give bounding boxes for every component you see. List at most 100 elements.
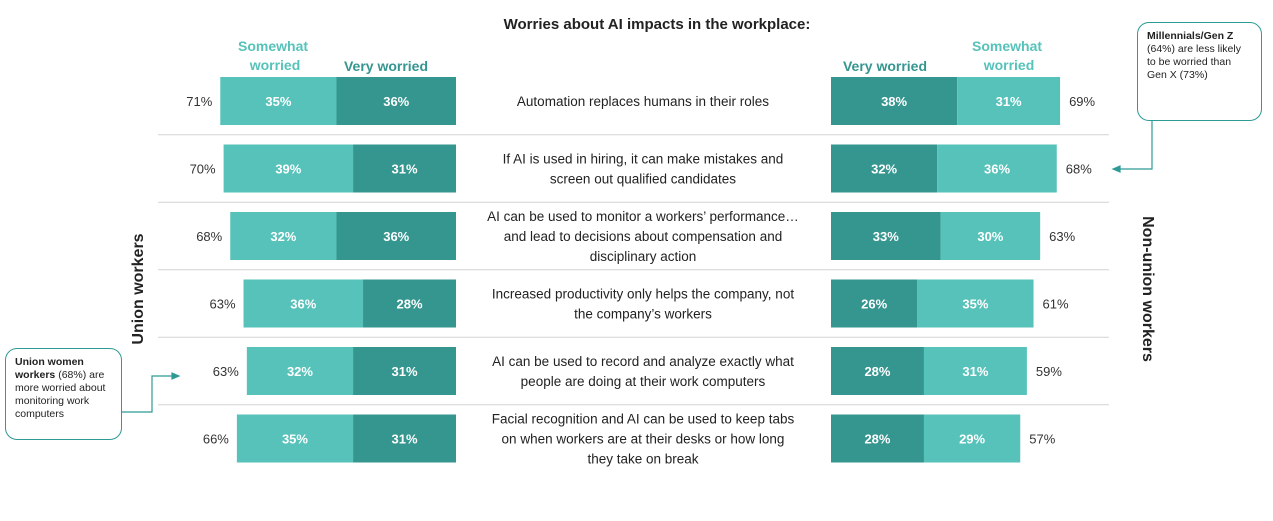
category-label: If AI is used in hiring, it can make mis… xyxy=(503,152,784,187)
nonunion-very-bar xyxy=(831,212,941,260)
nonunion-total-label: 69% xyxy=(1069,94,1095,109)
union-very-bar xyxy=(336,212,456,260)
category-label-line: people are doing at their work computers xyxy=(521,374,766,389)
nonunion-very-bar xyxy=(831,279,918,328)
category-label: AI can be used to record and analyze exa… xyxy=(492,354,794,389)
group-label-left: Union workers xyxy=(130,233,147,344)
union-total-label: 68% xyxy=(196,229,222,244)
category-label-line: they take on break xyxy=(587,452,698,467)
union-very-label: 28% xyxy=(397,297,423,312)
legend-right-somewhat-line-1: Somewhat xyxy=(972,38,1042,54)
union-total-label: 63% xyxy=(213,364,239,379)
nonunion-total-label: 61% xyxy=(1043,297,1069,312)
gen-callout: Millennials/Gen Z (64%) are less likely … xyxy=(1137,22,1262,121)
category-label-line: disciplinary action xyxy=(590,249,697,264)
category-label: Increased productivity only helps the co… xyxy=(492,287,794,322)
union-somewhat-bar xyxy=(236,414,354,463)
union-very-bar xyxy=(353,144,456,193)
nonunion-very-label: 28% xyxy=(864,432,890,447)
gen-callout-text: (64%) are less likely to be worried than… xyxy=(1147,43,1241,81)
category-label-line: Automation replaces humans in their role… xyxy=(517,94,769,109)
nonunion-somewhat-label: 31% xyxy=(962,364,988,379)
union-very-label: 36% xyxy=(383,94,409,109)
nonunion-total-label: 63% xyxy=(1049,229,1075,244)
nonunion-very-label: 38% xyxy=(881,94,907,109)
legend-left-somewhat: Somewhat worried xyxy=(238,38,312,73)
category-label-line: If AI is used in hiring, it can make mis… xyxy=(503,152,784,167)
nonunion-very-label: 26% xyxy=(861,297,887,312)
union-total-label: 66% xyxy=(203,432,229,447)
nonunion-total-label: 57% xyxy=(1029,432,1055,447)
nonunion-very-label: 28% xyxy=(864,364,890,379)
union-very-bar xyxy=(353,414,456,463)
gen-callout-bold: Millennials/Gen Z xyxy=(1147,30,1234,42)
union-somewhat-label: 36% xyxy=(290,297,316,312)
nonunion-somewhat-bar xyxy=(957,77,1061,125)
legend-right-very: Very worried xyxy=(843,58,927,74)
nonunion-very-label: 33% xyxy=(873,229,899,244)
nonunion-somewhat-bar xyxy=(940,212,1041,260)
nonunion-somewhat-bar xyxy=(923,414,1021,463)
nonunion-somewhat-label: 29% xyxy=(959,432,985,447)
union-very-bar xyxy=(353,347,456,395)
category-label-line: AI can be used to monitor a workers’ per… xyxy=(487,209,799,224)
legend-right-somewhat-line-2: worried xyxy=(983,57,1035,73)
union-total-label: 70% xyxy=(190,162,216,177)
union-very-label: 31% xyxy=(392,432,418,447)
union-total-label: 63% xyxy=(209,297,235,312)
chart-rows: 35% 36% 71% 38% 31% 69% Automation replaces hu… xyxy=(158,77,1109,467)
union-very-label: 31% xyxy=(392,162,418,177)
nonunion-very-bar xyxy=(831,347,924,395)
union-women-callout-arrowhead xyxy=(171,372,181,380)
union-very-label: 31% xyxy=(392,364,418,379)
union-somewhat-label: 32% xyxy=(287,364,313,379)
nonunion-somewhat-bar xyxy=(917,279,1034,328)
category-label-line: screen out qualified candidates xyxy=(550,172,736,187)
nonunion-somewhat-label: 36% xyxy=(984,162,1010,177)
category-label: Facial recognition and AI can be used to… xyxy=(492,412,795,467)
legend-left-somewhat-line-1: Somewhat xyxy=(238,38,308,54)
union-somewhat-bar xyxy=(246,347,354,395)
category-label: AI can be used to monitor a workers’ per… xyxy=(487,209,799,264)
union-somewhat-label: 39% xyxy=(275,162,301,177)
union-very-bar xyxy=(363,279,456,328)
nonunion-very-bar xyxy=(831,77,958,125)
union-somewhat-bar xyxy=(243,279,364,328)
legend-right-somewhat: Somewhat worried xyxy=(972,38,1046,73)
chart-title: Worries about AI impacts in the workplac… xyxy=(504,16,811,33)
nonunion-somewhat-bar xyxy=(937,144,1057,193)
category-label-line: AI can be used to record and analyze exa… xyxy=(492,354,794,369)
category-label-line: Increased productivity only helps the co… xyxy=(492,287,794,302)
gen-callout-connector xyxy=(1117,120,1153,170)
nonunion-total-label: 59% xyxy=(1036,364,1062,379)
union-somewhat-label: 35% xyxy=(282,432,308,447)
nonunion-very-bar xyxy=(831,414,924,463)
nonunion-very-label: 32% xyxy=(871,162,897,177)
legend-left-very: Very worried xyxy=(344,58,428,74)
union-very-label: 36% xyxy=(383,229,409,244)
union-women-callout-connector xyxy=(121,375,175,413)
category-label-line: on when workers are at their desks or ho… xyxy=(502,432,785,447)
nonunion-somewhat-bar xyxy=(923,347,1027,395)
union-somewhat-bar xyxy=(223,144,354,193)
nonunion-somewhat-label: 31% xyxy=(996,94,1022,109)
callout-connectors xyxy=(121,120,1153,413)
union-somewhat-label: 35% xyxy=(265,94,291,109)
nonunion-very-bar xyxy=(831,144,938,193)
nonunion-somewhat-label: 35% xyxy=(962,297,988,312)
union-somewhat-label: 32% xyxy=(270,229,296,244)
nonunion-somewhat-label: 30% xyxy=(977,229,1003,244)
legend-left-somewhat-line-2: worried xyxy=(249,57,301,73)
union-total-label: 71% xyxy=(186,94,212,109)
group-label-right: Non-union workers xyxy=(1139,216,1156,362)
category-label-line: Facial recognition and AI can be used to… xyxy=(492,412,795,427)
union-women-callout: Union women workers (68%) are more worri… xyxy=(5,348,122,440)
union-very-bar xyxy=(336,77,456,125)
category-label: Automation replaces humans in their role… xyxy=(517,94,769,109)
union-women-callout-text: (68%) are more worried about monitoring … xyxy=(15,369,106,420)
gen-callout-arrowhead xyxy=(1111,165,1121,173)
nonunion-total-label: 68% xyxy=(1066,162,1092,177)
union-somewhat-bar xyxy=(230,212,337,260)
category-label-line: and lead to decisions about compensation… xyxy=(504,229,782,244)
